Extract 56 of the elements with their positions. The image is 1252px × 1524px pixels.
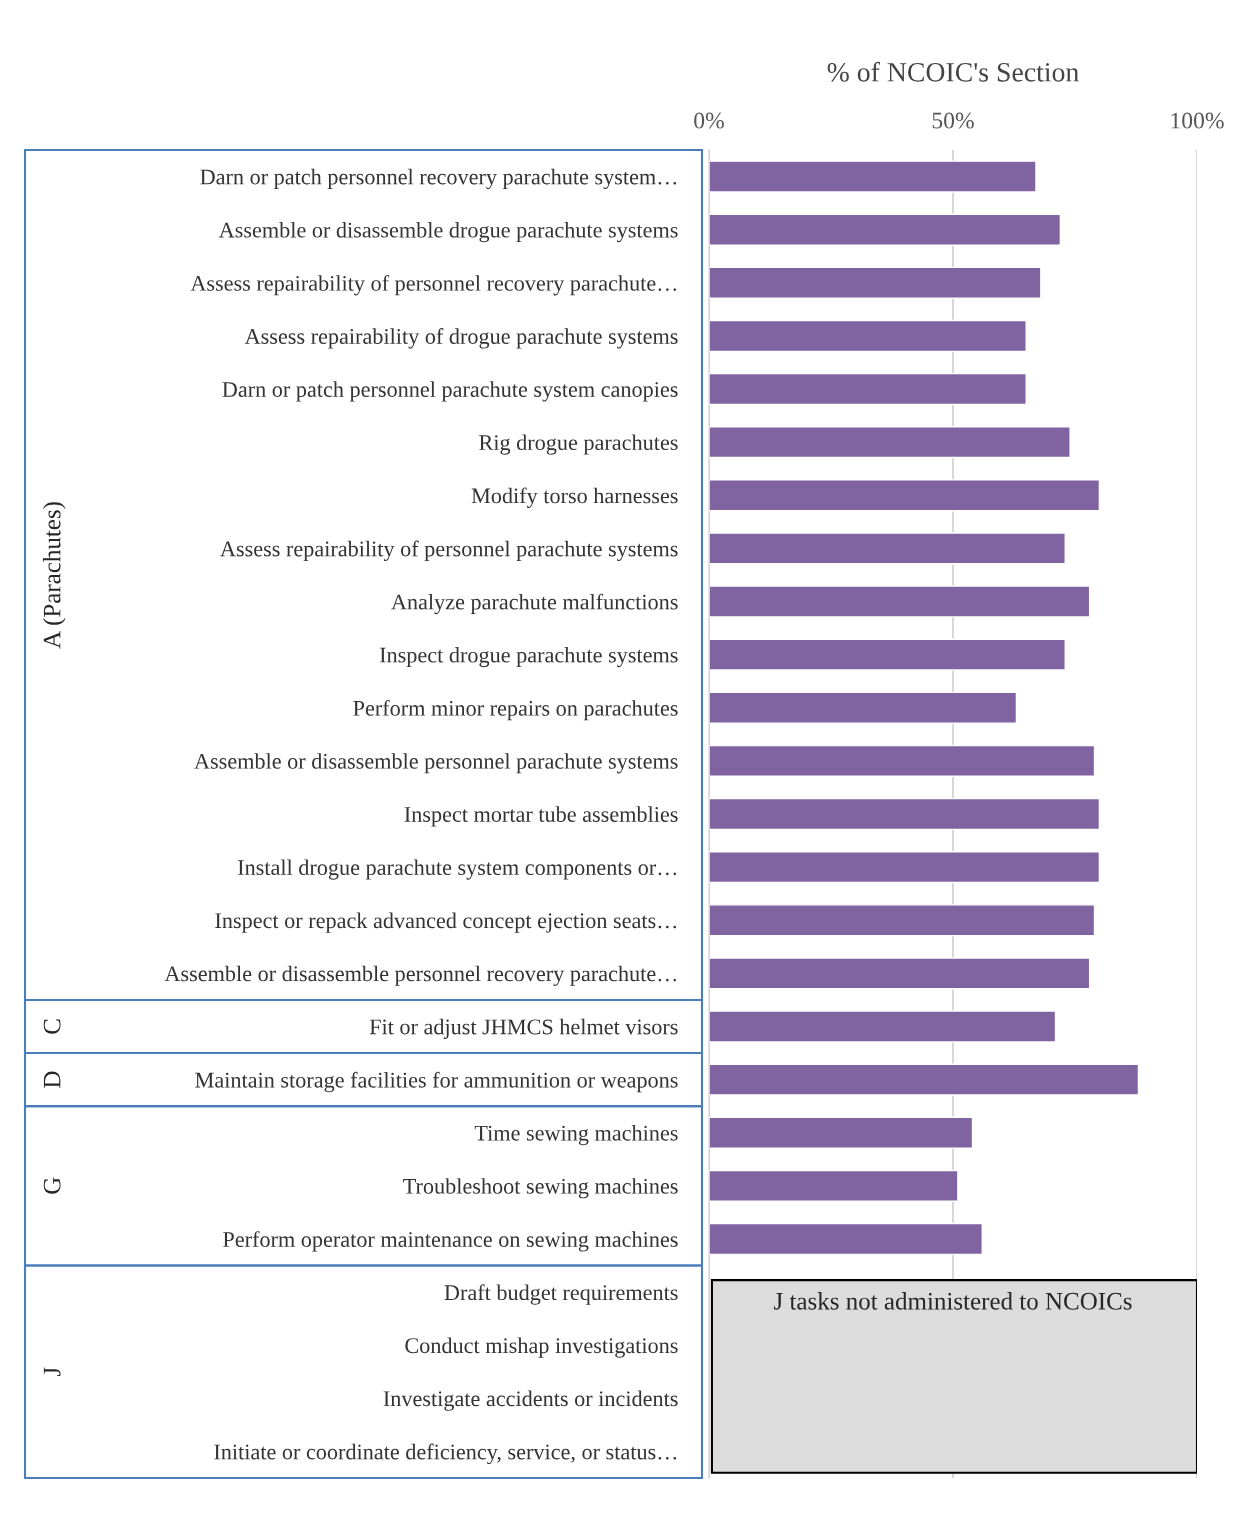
x-tick-label: 50% bbox=[932, 112, 974, 129]
y-tick-label: Darn or patch personnel parachute system canopies bbox=[222, 381, 678, 402]
text: J bbox=[43, 1367, 61, 1377]
bar bbox=[709, 479, 1101, 512]
y-tick-label: Initiate or coordinate deficiency, service, or status… bbox=[214, 1443, 677, 1465]
y-tick-label: Perform minor repairs on parachutes bbox=[353, 699, 678, 721]
text: D bbox=[43, 1071, 61, 1088]
bar bbox=[709, 957, 1091, 990]
bar bbox=[709, 851, 1101, 884]
y-tick-label: Inspect or repack advanced concept ejection seats… bbox=[215, 912, 677, 933]
y-tick-label: Draft budget requirements bbox=[444, 1284, 678, 1305]
y-tick-label: Assess repairability of personnel parachute systems bbox=[220, 540, 678, 562]
y-tick-label: Install drogue parachute system components or… bbox=[237, 859, 677, 880]
y-tick-label: Assemble or disassemble personnel recovery parachute… bbox=[164, 965, 677, 986]
text: G bbox=[43, 1177, 61, 1194]
bar bbox=[709, 744, 1096, 777]
bar bbox=[709, 1010, 1057, 1043]
text: A (Parachutes) bbox=[42, 502, 66, 649]
bar bbox=[709, 585, 1091, 618]
annotation: J tasks not administered to NCOICs bbox=[774, 1292, 1132, 1310]
y-tick-label: Fit or adjust JHMCS helmet visors bbox=[369, 1018, 678, 1039]
y-tick-label: Troubleshoot sewing machines bbox=[403, 1178, 678, 1199]
x-tick-label: 100% bbox=[1171, 112, 1224, 129]
y-tick-label: Assess repairability of personnel recovery parachute… bbox=[190, 274, 677, 296]
y-tick-label: Modify torso harnesses bbox=[471, 487, 678, 508]
bar bbox=[709, 1063, 1140, 1096]
bar bbox=[709, 213, 1062, 246]
bar bbox=[709, 372, 1027, 406]
y-tick-label: Time sewing machines bbox=[474, 1125, 678, 1146]
y-tick-label: Inspect mortar tube assemblies bbox=[404, 806, 678, 827]
bar bbox=[709, 532, 1066, 565]
y-tick-label: Rig drogue parachutes bbox=[479, 434, 678, 455]
bar bbox=[709, 1222, 983, 1256]
bar bbox=[709, 1116, 974, 1149]
x-tick-label: 0% bbox=[694, 112, 724, 129]
text: C bbox=[43, 1019, 61, 1034]
bar bbox=[709, 691, 1018, 724]
y-tick-label: Assess repairability of drogue parachute systems bbox=[244, 328, 678, 349]
y-tick-label: Investigate accidents or incidents bbox=[383, 1390, 678, 1411]
y-tick-label: Inspect drogue parachute systems bbox=[379, 646, 678, 668]
y-tick-label: Darn or patch personnel recovery parachute system… bbox=[200, 168, 677, 190]
bar bbox=[709, 797, 1101, 831]
bar bbox=[709, 638, 1066, 671]
y-tick-label: Conduct mishap investigations bbox=[405, 1337, 678, 1358]
y-tick-label: Assemble or disassemble drogue parachute systems bbox=[218, 221, 678, 243]
bar bbox=[709, 160, 1037, 193]
y-tick-label: Perform operator maintenance on sewing machines bbox=[223, 1231, 678, 1252]
bar bbox=[709, 1169, 959, 1202]
y-tick-label: Assemble or disassemble personnel parachute systems bbox=[194, 753, 678, 774]
bar bbox=[709, 426, 1071, 459]
y-tick-label: Maintain storage facilities for ammunition or weapons bbox=[195, 1071, 678, 1093]
x-axis-title: % of NCOIC's Section bbox=[827, 61, 1079, 82]
bar bbox=[709, 904, 1096, 937]
bar bbox=[709, 266, 1042, 299]
y-tick-label: Analyze parachute malfunctions bbox=[391, 593, 678, 615]
bar bbox=[709, 319, 1027, 353]
